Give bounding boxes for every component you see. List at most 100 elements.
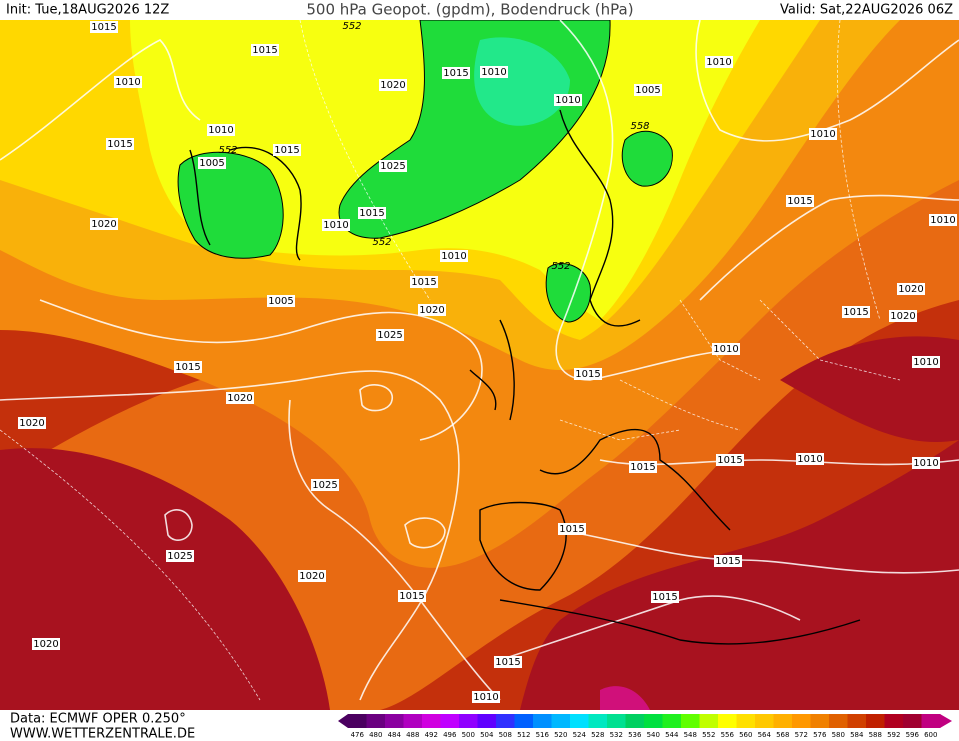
isobar-label-box [629,461,657,473]
map-title: 500 hPa Geopot. (gpdm), Bodendruck (hPa) [306,1,633,19]
isobar-label: 1025 [380,161,405,172]
isobar-label-box [166,550,194,562]
isobar-label: 1010 [481,67,506,78]
isobar-label-box [786,195,814,207]
isobar-label: 1015 [843,307,868,318]
colorbar-swatch [810,714,830,728]
isobar-label-box [376,329,404,341]
isobar-label-box [558,523,586,535]
isobar-label: 1020 [33,639,58,650]
colorbar-label: 504 [480,731,494,739]
colorbar-swatch [662,714,682,728]
isobar-label-box [90,218,118,230]
isobar-label: 1015 [715,556,740,567]
isobar-label-box [379,160,407,172]
isobar-label: 1005 [635,85,660,96]
isobar-label-box [809,128,837,140]
colorbar-swatch [422,714,441,728]
isobar-label: 1015 [411,277,436,288]
isobar-label: 1010 [441,251,466,262]
isobar-label: 1015 [630,462,655,473]
colorbar-label: 588 [869,731,882,739]
isobar-label: 1015 [717,455,742,466]
isobar-label-box [114,76,142,88]
isobar-label-box [714,555,742,567]
colorbar-label: 544 [665,731,679,739]
colorbar-label: 580 [832,731,845,739]
isobar-label-box [322,219,350,231]
colorbar-label: 548 [684,731,697,739]
isobar-label: 1010 [913,458,938,469]
colorbar-swatch [625,714,645,728]
isobar-label: 1020 [380,80,405,91]
isobar-label-box [929,214,957,226]
isobar-label: 1025 [312,480,337,491]
isobar-label: 1015 [787,196,812,207]
colorbar-swatch [699,714,719,728]
isobar-label: 1010 [706,57,731,68]
colorbar-label: 572 [795,731,808,739]
isobar-label-box [90,21,118,33]
geopotential-label: 558 [630,121,649,132]
isobar-label: 1015 [252,45,277,56]
isobar-label: 1010 [555,95,580,106]
isobar-label: 1020 [419,305,444,316]
data-source: Data: ECMWF OPER 0.250° [10,712,186,727]
isobar-label: 1005 [268,296,293,307]
colorbar-swatch [607,714,626,728]
isobar-label: 1015 [175,362,200,373]
colorbar-label: 576 [813,731,827,739]
isobar-label-box [418,304,446,316]
geopotential-label: 552 [218,145,237,156]
geopotential-label: 552 [372,237,391,248]
colorbar-swatch [829,714,848,728]
colorbar-label: 476 [351,731,365,739]
colorbar-label: 524 [573,731,587,739]
isobar-label-box [251,44,279,56]
colorbar-label: 568 [776,731,789,739]
valid-time: Valid: Sat,22AUG2026 06Z [780,3,953,18]
isobar-label-box [32,638,60,650]
colorbar: 476 480 484 488 492 496 500 504 508 512 516 520 524 5… [338,714,952,739]
isobar-label: 1010 [115,77,140,88]
isobar-label-box [651,591,679,603]
isobar-label: 1020 [227,393,252,404]
isobar-label: 1015 [399,591,424,602]
isobar-label-box [897,283,925,295]
isobar-labels: 1015 1015 552 1010 1015 1010 1020 1010 1010 1005 5… [18,21,957,703]
isobar-label: 1015 [559,524,584,535]
colorbar-label: 584 [850,731,864,739]
colorbar-swatch [792,714,811,728]
colorbar-swatch [366,714,386,728]
isobar-label-box [106,138,134,150]
isobar-label: 1005 [199,158,224,169]
isobar-label: 1020 [890,311,915,322]
isobar-label: 1025 [377,330,402,341]
isobar-label-box [554,94,582,106]
colorbar-label: 556 [721,731,735,739]
colorbar-swatch [385,714,404,728]
isobar-label: 1015 [575,369,600,380]
colorbar-label: 488 [406,731,419,739]
isobar-label-box [440,250,468,262]
isobar-label-box [842,306,870,318]
isobar-label-box [705,56,733,68]
colorbar-label: 516 [536,731,550,739]
isobar-label: 1015 [359,208,384,219]
colorbar-swatch [348,714,367,728]
isobar-label: 1010 [473,692,498,703]
isobar-label: 1020 [19,418,44,429]
isobar-label-box [912,356,940,368]
isobar-label-box [198,157,226,169]
isobar-label-box [634,84,662,96]
colorbar-arrow-right [940,714,952,728]
isobar-label: 1010 [323,220,348,231]
geopotential-label: 552 [551,261,570,272]
isobar-label: 1010 [930,215,955,226]
isobar-label-box [494,656,522,668]
colorbar-label: 592 [887,731,900,739]
colorbar-swatch [514,714,534,728]
colorbar-swatch [644,714,663,728]
